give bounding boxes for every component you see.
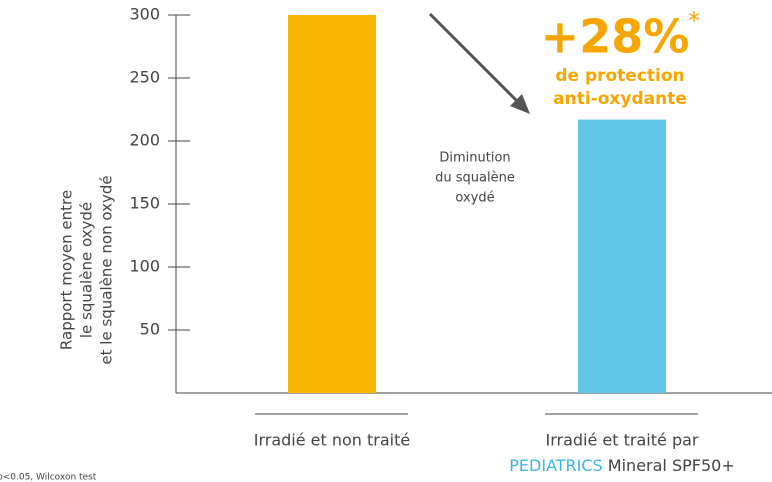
- gain-star: *: [688, 7, 700, 35]
- product-name: Mineral SPF50+: [608, 456, 735, 475]
- y-tick-label: 50: [140, 320, 160, 339]
- gain: +28%: [541, 10, 690, 64]
- category-label: Irradié et non traité: [254, 431, 411, 450]
- product-label: PEDIATRICS Mineral SPF50+: [509, 456, 734, 475]
- footnote: p<0.05, Wilcoxon test: [0, 473, 97, 482]
- y-label-line: Rapport moyen entre: [58, 190, 76, 350]
- gain-text: de protection: [555, 66, 684, 86]
- y-label-line: le squalène oxydé: [78, 202, 96, 338]
- y-tick-label: 300: [129, 5, 160, 24]
- y-tick-label: 100: [129, 257, 160, 276]
- arrow-text: du squalène: [435, 171, 515, 186]
- y-tick-label: 200: [129, 131, 160, 150]
- y-tick-label: 250: [129, 68, 160, 87]
- brand: PEDIATRICS: [509, 456, 602, 475]
- y-axis-label: Rapport moyen entre le squalène oxydé et…: [58, 175, 116, 364]
- arrow-text: Diminution: [439, 151, 510, 166]
- arrow: [428, 12, 524, 108]
- arrow-head: [510, 94, 530, 114]
- bar: [578, 119, 666, 393]
- arrow-text: oxydé: [455, 191, 494, 206]
- category-label: Irradié et traité par: [546, 431, 699, 450]
- y-tick-label: 150: [129, 194, 160, 213]
- y-label-line: et le squalène non oxydé: [98, 175, 116, 364]
- gain-text: anti-oxydante: [553, 89, 687, 109]
- bar: [288, 15, 376, 393]
